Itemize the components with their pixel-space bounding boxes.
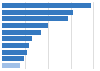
Bar xyxy=(2,10,73,15)
Bar xyxy=(2,16,68,21)
Bar xyxy=(2,56,24,61)
Bar xyxy=(2,63,20,68)
Bar xyxy=(2,43,29,48)
Bar xyxy=(2,3,91,8)
Bar xyxy=(2,36,32,41)
Bar xyxy=(2,50,27,55)
Bar xyxy=(2,30,41,35)
Bar xyxy=(2,23,48,28)
